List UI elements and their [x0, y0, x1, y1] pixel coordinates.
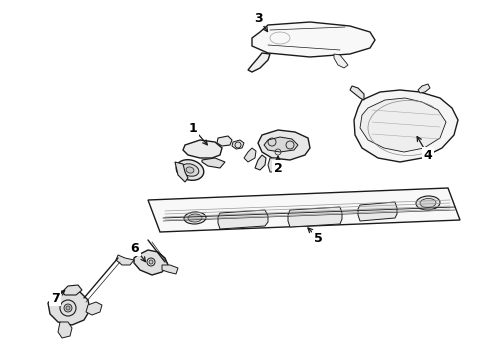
Text: 2: 2 [273, 162, 282, 175]
Polygon shape [62, 285, 82, 295]
Circle shape [66, 306, 70, 310]
Circle shape [149, 260, 153, 264]
Text: 1: 1 [189, 122, 197, 135]
Polygon shape [148, 188, 460, 232]
Polygon shape [268, 158, 278, 172]
Text: 6: 6 [131, 242, 139, 255]
Text: 5: 5 [314, 231, 322, 244]
Ellipse shape [176, 160, 204, 180]
Polygon shape [255, 155, 266, 170]
Polygon shape [350, 86, 364, 100]
Polygon shape [354, 90, 458, 162]
Polygon shape [334, 54, 348, 68]
Polygon shape [418, 84, 430, 93]
Ellipse shape [420, 198, 436, 207]
Polygon shape [134, 250, 168, 275]
Polygon shape [288, 207, 342, 227]
Polygon shape [86, 302, 102, 315]
Polygon shape [264, 137, 298, 152]
Polygon shape [232, 140, 244, 149]
Text: 3: 3 [254, 12, 262, 24]
Polygon shape [48, 290, 90, 325]
Text: 4: 4 [424, 149, 432, 162]
Polygon shape [258, 130, 310, 160]
Polygon shape [58, 322, 72, 338]
Polygon shape [248, 53, 270, 72]
Polygon shape [358, 202, 397, 221]
Polygon shape [244, 148, 256, 162]
Text: 7: 7 [50, 292, 59, 305]
Polygon shape [217, 136, 232, 146]
Polygon shape [183, 140, 222, 158]
Polygon shape [252, 22, 375, 57]
Ellipse shape [181, 164, 199, 176]
Polygon shape [116, 255, 134, 265]
Polygon shape [360, 98, 446, 152]
Polygon shape [202, 158, 225, 168]
Ellipse shape [184, 212, 206, 224]
Polygon shape [218, 210, 268, 229]
Polygon shape [162, 265, 178, 274]
Circle shape [64, 304, 72, 312]
Ellipse shape [416, 196, 440, 210]
Polygon shape [175, 162, 188, 182]
Ellipse shape [186, 167, 194, 173]
Ellipse shape [188, 214, 202, 222]
